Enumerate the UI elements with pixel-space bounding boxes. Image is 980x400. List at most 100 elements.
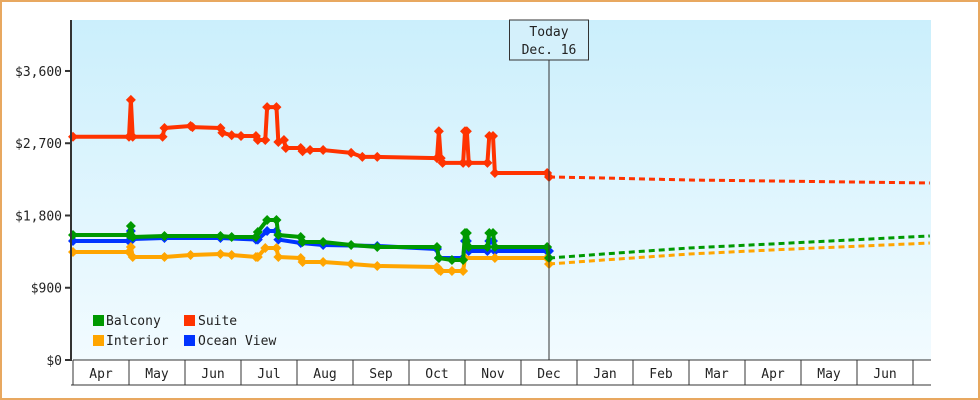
axes-layer: $0 $900 $1,800 $2,700 $3,600 Apr May Jun Jul Aug S… <box>15 20 931 386</box>
data-point <box>432 242 442 253</box>
data-point <box>127 251 138 262</box>
series-balcony <box>68 214 930 266</box>
legend-label: Balcony <box>106 314 161 329</box>
series-interior <box>68 241 930 276</box>
data-point <box>463 242 474 253</box>
forecast-line <box>548 175 930 185</box>
x-tick-label: Nov <box>481 367 505 382</box>
legend-item-interior[interactable]: Interior <box>93 334 169 349</box>
data-point <box>346 258 357 269</box>
data-point <box>446 265 457 276</box>
legend-swatch <box>93 315 104 326</box>
data-point <box>262 102 273 113</box>
x-tick-label: Apr <box>761 367 785 382</box>
data-point <box>226 249 237 260</box>
legend-item-suite[interactable]: Suite <box>184 314 237 329</box>
data-point <box>346 147 357 158</box>
today-marker: Today Dec. 16 <box>509 19 589 360</box>
data-point <box>262 214 273 225</box>
y-tick-label: $900 <box>31 282 62 297</box>
data-point <box>262 225 273 236</box>
data-point <box>260 135 271 146</box>
today-label: Today <box>529 25 568 40</box>
data-point <box>185 249 196 260</box>
y-tick-label: $2,700 <box>15 137 62 152</box>
legend-item-balcony[interactable]: Balcony <box>93 314 161 329</box>
x-tick-label: Feb <box>649 367 673 382</box>
data-point <box>489 167 500 178</box>
x-tick-label: Jan <box>593 367 616 382</box>
data-point <box>252 251 263 262</box>
today-box <box>509 19 589 61</box>
forecast-line <box>548 241 930 266</box>
x-tick-label: May <box>817 367 841 382</box>
data-point <box>260 243 271 254</box>
data-point <box>372 151 383 162</box>
data-point <box>435 265 446 276</box>
data-point <box>357 151 368 162</box>
x-tick-label: Mar <box>705 367 729 382</box>
x-tick-label: Sep <box>369 367 393 382</box>
data-point <box>458 265 469 276</box>
x-tick-label: Jul <box>257 367 280 382</box>
data-point <box>489 242 500 253</box>
x-tick-label: Dec <box>537 367 560 382</box>
data-point <box>273 229 284 240</box>
data-point <box>461 126 472 137</box>
data-point <box>297 146 308 157</box>
legend-item-ocean-view[interactable]: Ocean View <box>184 334 276 349</box>
data-point <box>252 135 263 146</box>
x-tick-label: Oct <box>425 367 448 382</box>
data-point <box>271 243 282 254</box>
x-tick-label: May <box>145 367 169 382</box>
data-point <box>542 242 553 253</box>
data-point <box>280 143 291 154</box>
forecast-line <box>548 234 930 260</box>
data-point <box>489 253 500 264</box>
data-point <box>127 131 138 142</box>
data-point <box>346 240 357 251</box>
data-point <box>125 242 136 253</box>
legend-swatch <box>184 315 195 326</box>
data-point <box>446 255 457 266</box>
data-point <box>215 231 226 242</box>
data-point <box>318 236 329 247</box>
data-point <box>482 157 493 168</box>
data-point <box>226 130 237 141</box>
data-point <box>488 131 498 142</box>
y-tick-label: $0 <box>46 354 62 369</box>
data-point <box>433 253 444 264</box>
x-tick-label: Jun <box>201 367 224 382</box>
data-point <box>433 126 444 137</box>
data-point <box>127 232 138 243</box>
data-point <box>458 157 469 168</box>
plot-area <box>71 20 931 360</box>
data-point <box>125 94 136 105</box>
data-point <box>458 255 469 266</box>
data-point <box>297 236 308 247</box>
series-layer <box>68 94 930 276</box>
y-tick-label: $3,600 <box>15 65 62 80</box>
data-point <box>488 227 498 238</box>
x-tick-label: Apr <box>89 367 113 382</box>
x-tick-label: Aug <box>313 367 336 382</box>
legend-label: Interior <box>106 334 169 349</box>
x-tick-label: Jun <box>873 367 896 382</box>
data-point <box>226 232 237 243</box>
legend-label: Suite <box>198 314 237 329</box>
data-point <box>215 249 226 260</box>
data-point <box>372 242 383 253</box>
data-point <box>125 221 136 232</box>
data-point <box>305 145 316 156</box>
data-point <box>461 227 472 238</box>
data-point <box>318 145 329 156</box>
data-point <box>159 122 170 133</box>
data-point <box>482 242 493 253</box>
data-point <box>252 227 263 238</box>
data-point <box>217 127 228 138</box>
legend-label: Ocean View <box>198 334 276 349</box>
data-point <box>318 257 329 268</box>
data-point <box>236 131 246 142</box>
